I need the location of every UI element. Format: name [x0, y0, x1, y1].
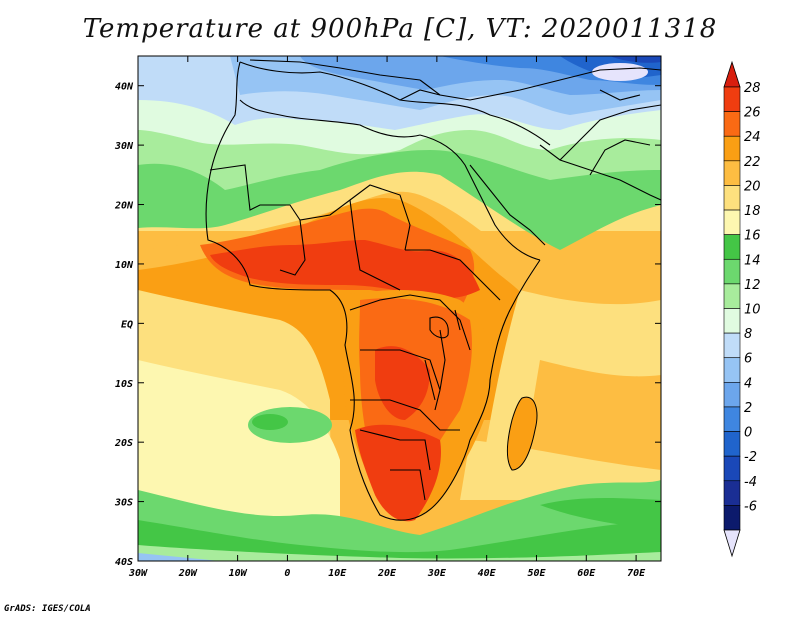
colorbar-label: -4 [744, 475, 757, 490]
colorbar-label: 28 [744, 81, 761, 96]
lon-label: 20E [377, 568, 397, 579]
colorbar-swatch [723, 283, 741, 309]
colorbar-label: -2 [744, 450, 757, 465]
colorbar-bottom-arrow [723, 529, 741, 558]
colorbar-swatch [723, 332, 741, 359]
colorbar-swatch [723, 480, 741, 506]
colorbar-top-arrow [723, 60, 741, 88]
lon-label: 50E [527, 568, 546, 579]
colorbar-swatch [723, 135, 741, 162]
colorbar-swatch [723, 234, 741, 260]
colorbar-label: 2 [744, 401, 752, 416]
temperature-field [138, 56, 661, 561]
colorbar-swatch [723, 86, 741, 112]
colorbar-swatch [723, 185, 741, 211]
colorbar-swatch [723, 431, 741, 457]
colorbar-label: 0 [744, 426, 752, 441]
lon-label: 30W [128, 568, 148, 579]
colorbar-swatch [723, 111, 741, 137]
colorbar-label: -6 [744, 499, 757, 514]
colorbar-label: 4 [744, 376, 752, 391]
lon-label: 20W [178, 568, 198, 579]
colorbar-label: 24 [744, 130, 761, 145]
lat-label: 30S [114, 498, 133, 509]
colorbar-swatch [723, 357, 741, 383]
coastline-overlay [205, 59, 661, 521]
lat-label: 10N [115, 260, 134, 271]
lon-label: 40E [478, 568, 497, 579]
latitude-axis: 40N 30N 20N 10N EQ 10S 20S 30S 40S [114, 82, 661, 568]
colorbar-swatch [723, 209, 741, 235]
lon-label: 60E [577, 568, 596, 579]
colorbar-swatch [723, 160, 741, 186]
lon-label: 10E [328, 568, 347, 579]
lat-label: 20N [114, 201, 134, 212]
colorbar-swatch [723, 505, 741, 531]
colorbar-swatch [723, 406, 741, 432]
lat-label: 40N [115, 82, 134, 93]
longitude-axis: 30W 20W 10W 0 10E 20E 30E 40E 50E 60E 70E [128, 56, 646, 579]
colorbar-label: 18 [744, 204, 761, 219]
lon-label: 70E [627, 568, 646, 579]
lon-label: 10W [229, 568, 248, 579]
colorbar-swatch [723, 455, 741, 482]
colorbar-label: 6 [744, 352, 752, 367]
colorbar-swatch [723, 308, 741, 334]
colorbar-label: 8 [744, 327, 752, 342]
colorbar-swatch [723, 258, 741, 285]
colorbar-label: 10 [744, 303, 761, 318]
colorbar-label: 26 [744, 106, 761, 121]
lat-label: 20S [114, 438, 133, 449]
lon-label: 30E [427, 568, 447, 579]
colorbar-label: 14 [744, 253, 761, 268]
lat-label: 40S [115, 557, 133, 568]
map-frame [137, 55, 662, 562]
lat-label: EQ [121, 319, 133, 330]
colorbar-label: 20 [744, 179, 761, 194]
map-title: Temperature at 900hPa [C], VT: 202001131… [82, 14, 718, 44]
lon-label: 0 [284, 568, 290, 579]
colorbar-label: 22 [744, 155, 761, 170]
colorbar-label: 16 [744, 229, 761, 244]
colorbar-label: 12 [744, 278, 761, 293]
colorbar-swatch [723, 382, 741, 408]
grads-credit: GrADS: IGES/COLA [4, 604, 91, 614]
lat-label: 10S [115, 379, 133, 390]
lat-label: 30N [114, 141, 134, 152]
